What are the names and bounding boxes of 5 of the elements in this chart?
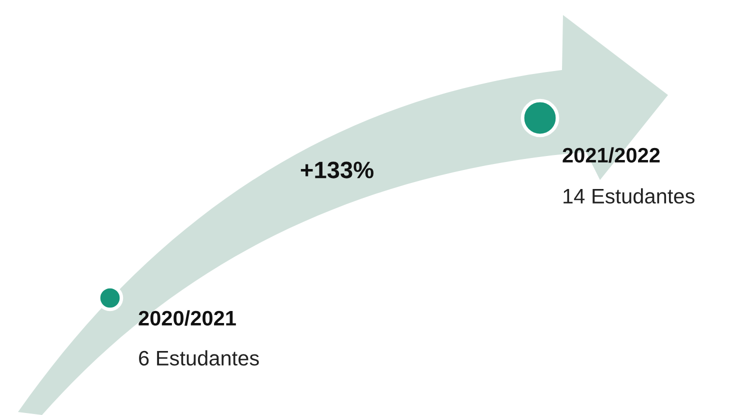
data-label: 6 Estudantes	[139, 350, 259, 366]
text: +133%	[300, 162, 374, 178]
data-label: 14 Estudantes	[564, 188, 694, 204]
category-label: 2020/2021	[138, 310, 236, 326]
category-label: 2021/2022	[562, 147, 660, 163]
